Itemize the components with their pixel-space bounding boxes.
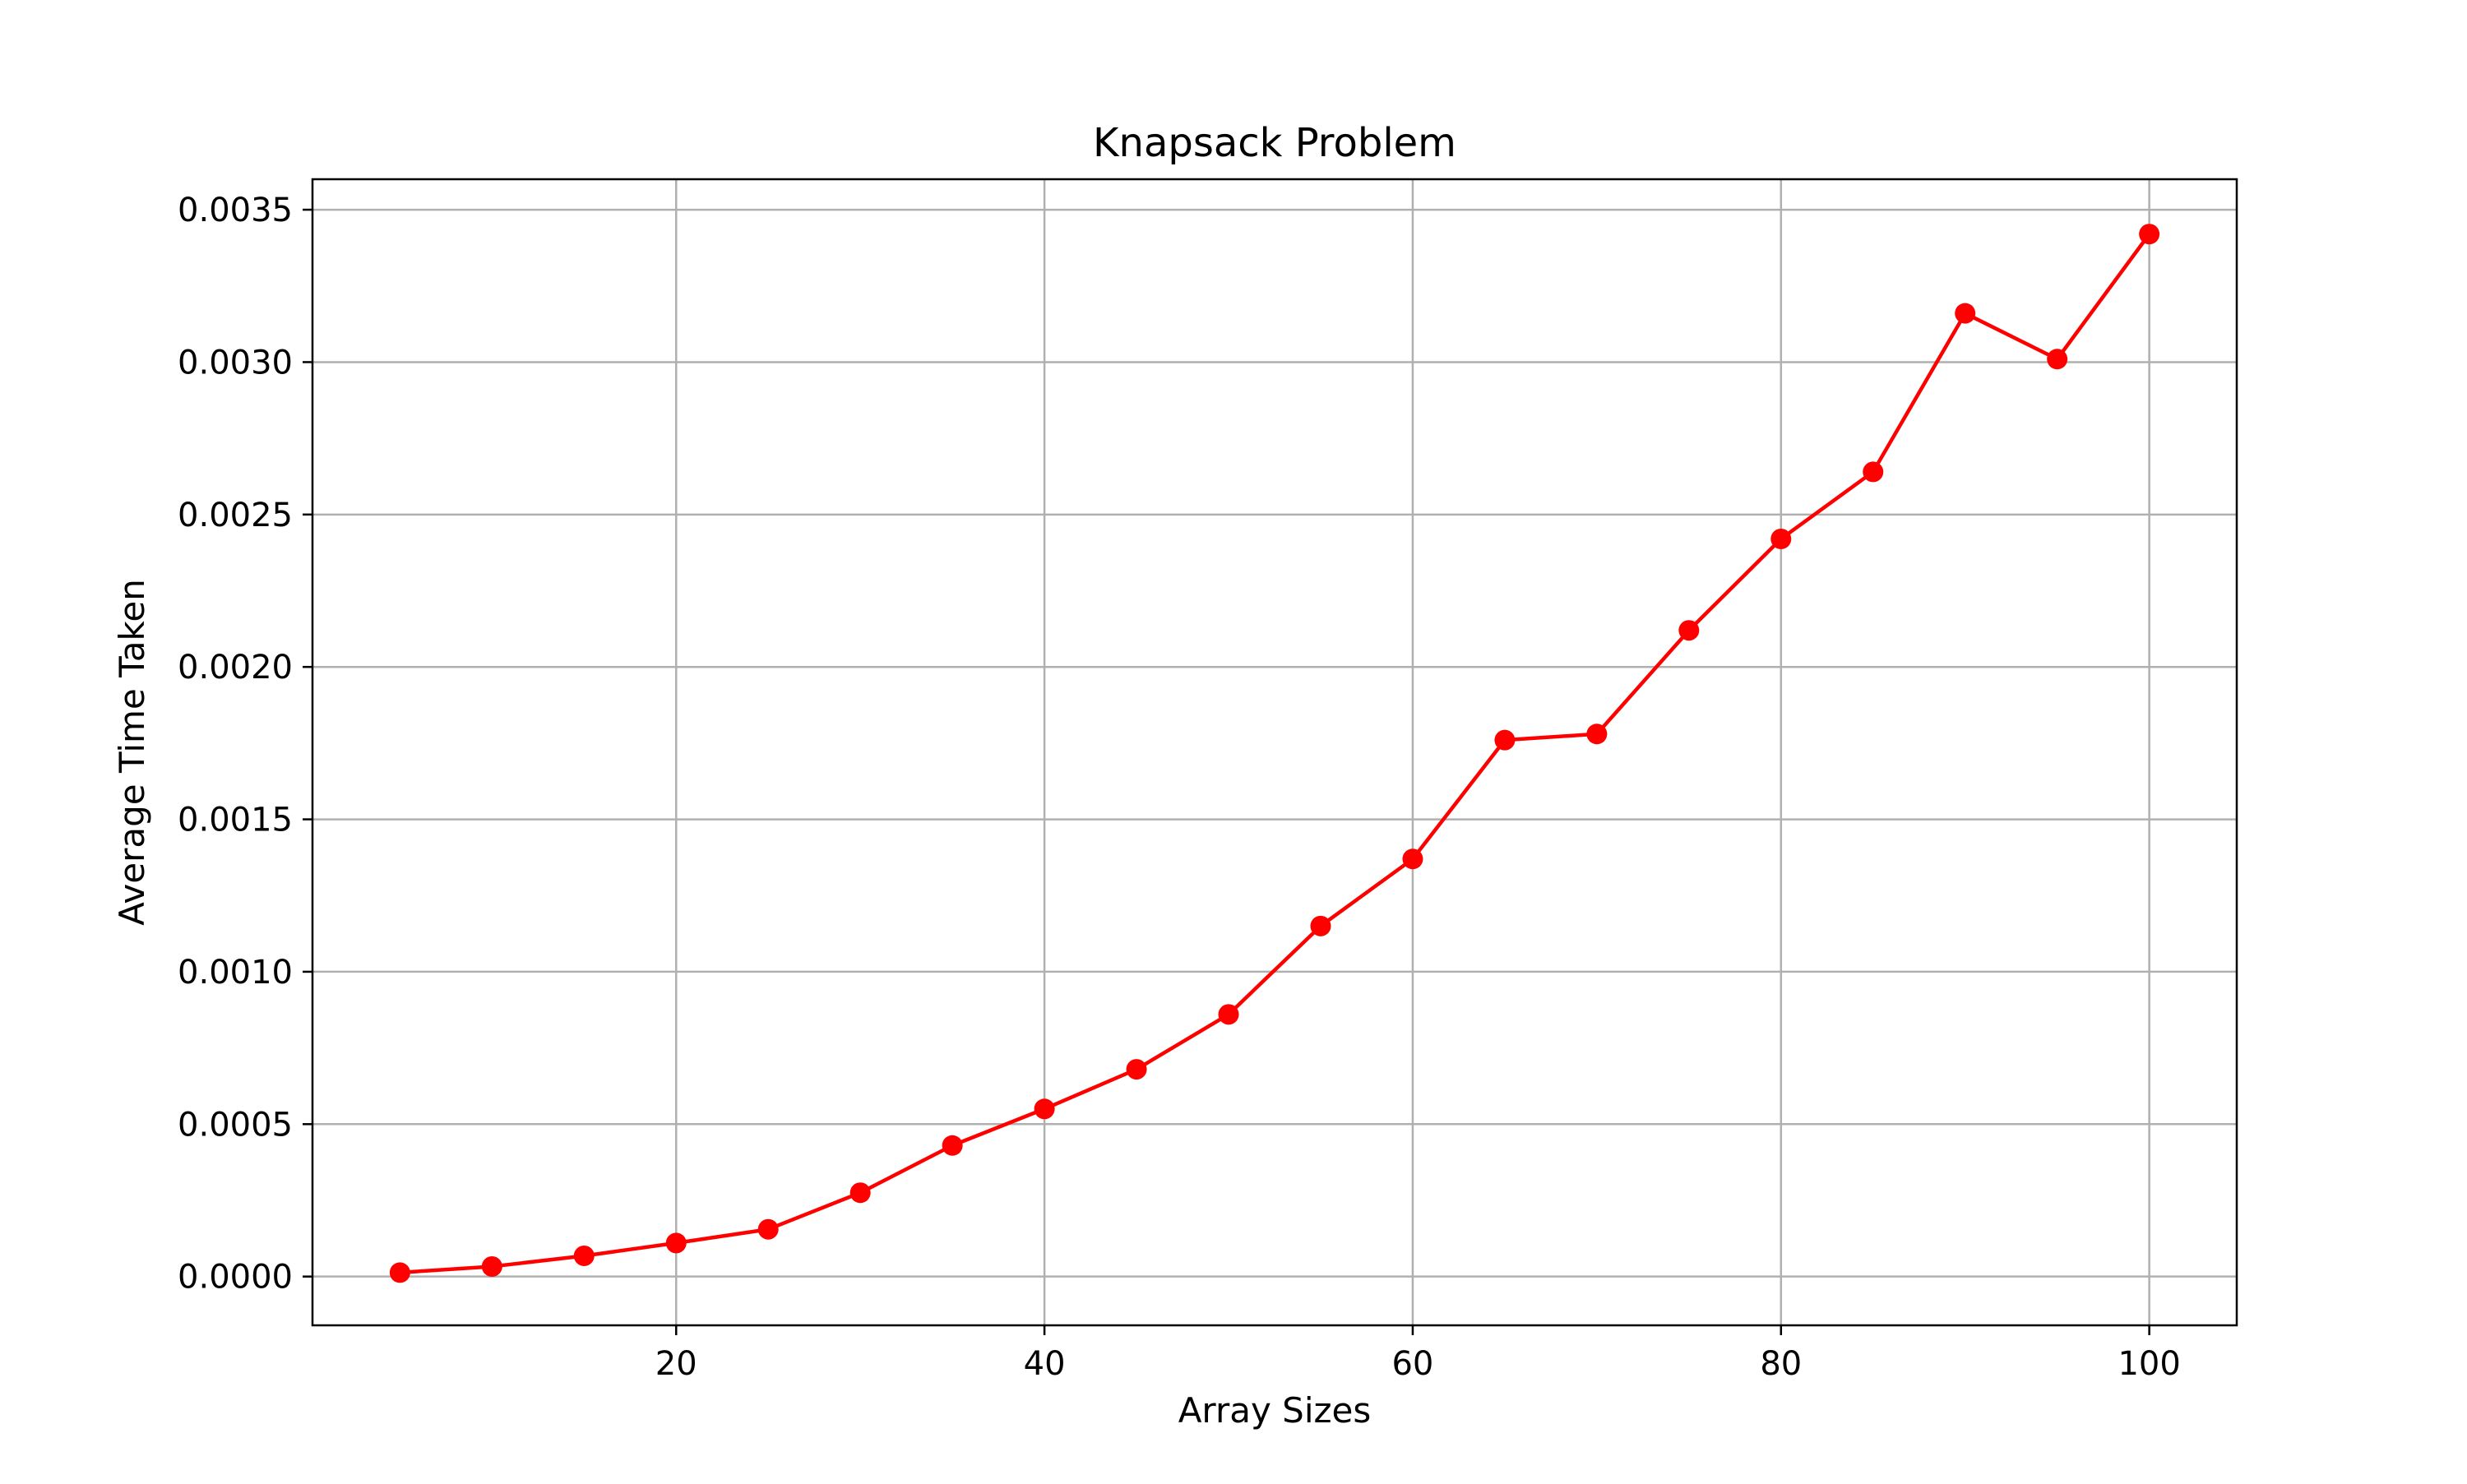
y-tick-label: 0.0010: [178, 954, 293, 992]
x-axis-title: Array Sizes: [1178, 1390, 1372, 1431]
chart-title: Knapsack Problem: [1093, 120, 1456, 166]
data-point: [1126, 1059, 1147, 1080]
data-point: [1586, 724, 1608, 745]
x-tick-label: 60: [1391, 1345, 1433, 1383]
y-axis-title: Average Time Taken: [112, 579, 152, 926]
data-point: [1218, 1004, 1239, 1025]
y-tick-label: 0.0025: [178, 497, 293, 534]
series-layer: [389, 224, 2160, 1283]
y-tick-label: 0.0000: [178, 1259, 293, 1297]
y-tick-label: 0.0030: [178, 344, 293, 381]
data-point: [1310, 915, 1331, 936]
data-point: [389, 1262, 410, 1283]
x-tick-label: 20: [655, 1345, 697, 1383]
series-line: [400, 233, 2151, 1275]
data-point: [1770, 528, 1792, 549]
plot-area-frame: [311, 178, 2238, 1327]
data-point: [481, 1255, 502, 1277]
y-tick-label: 0.0005: [178, 1106, 293, 1144]
y-tick-label: 0.0035: [178, 192, 293, 229]
data-point: [1034, 1098, 1055, 1120]
x-tick-label: 40: [1024, 1345, 1066, 1383]
x-tick-label: 80: [1760, 1345, 1802, 1383]
data-point: [942, 1135, 963, 1156]
data-point: [1494, 729, 1516, 751]
data-point: [1678, 620, 1700, 641]
data-point: [1863, 461, 1884, 483]
grid-lines: [312, 179, 2237, 1325]
x-tick-label: 100: [2118, 1345, 2180, 1383]
data-point: [573, 1245, 595, 1266]
data-point: [2047, 349, 2068, 370]
data-point: [849, 1182, 871, 1204]
axis-ticks: 20 40 60 80 100 0.0000 0.0005 0.0010 0.0015 0.002…: [178, 192, 2181, 1383]
data-point: [1955, 303, 1976, 324]
data-point: [2139, 224, 2160, 245]
data-point: [1402, 848, 1423, 870]
data-point: [757, 1218, 779, 1240]
data-point: [665, 1232, 687, 1254]
y-tick-label: 0.0020: [178, 649, 293, 687]
y-tick-label: 0.0015: [178, 802, 293, 839]
